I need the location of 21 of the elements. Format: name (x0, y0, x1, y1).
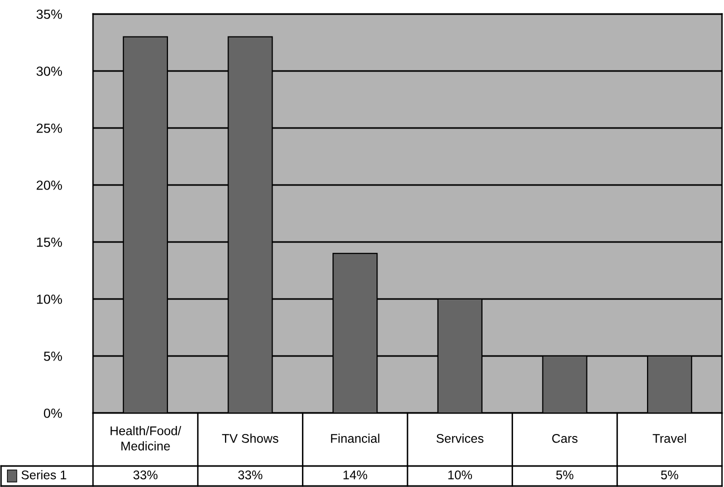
y-tick-label: 35% (36, 10, 62, 19)
data-label: 33% (238, 470, 262, 480)
y-tick-label: 20% (36, 180, 62, 190)
data-label: 14% (344, 470, 368, 480)
y-tick-label: 10% (37, 294, 62, 304)
data-label: 33% (133, 470, 158, 480)
x-tick-label: Health/Food/ Medicine (110, 426, 182, 450)
data-label: 5% (661, 470, 678, 480)
legend-label: Series 1 (22, 470, 66, 480)
data-label: 10% (448, 470, 472, 480)
x-tick-label: Financial (331, 434, 380, 443)
y-tick-label: 0% (44, 408, 62, 418)
x-tick-label: Cars (552, 434, 578, 443)
x-tick-label: Travel (652, 434, 686, 443)
y-tick-label: 5% (44, 352, 62, 361)
x-tick-label: TV Shows (222, 434, 278, 443)
y-tick-label: 30% (36, 66, 62, 76)
x-tick-label: Services (436, 434, 484, 443)
data-label: 5% (556, 470, 574, 480)
y-tick-label: 25% (36, 124, 62, 133)
y-tick-label: 15% (37, 238, 62, 247)
